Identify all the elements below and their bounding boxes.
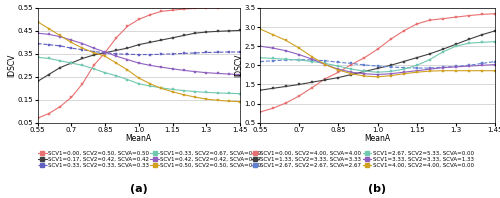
Text: (b): (b) (368, 184, 386, 194)
X-axis label: MeanA: MeanA (364, 134, 390, 143)
Legend: SCV1=0.00, SCV2=4.00, SCVA=4.00, SCV1=1.33, SCV2=3.33, SCVA=3.33, SCV1=2.67, SCV: SCV1=0.00, SCV2=4.00, SCVA=4.00, SCV1=1.… (251, 151, 474, 168)
Legend: SCV1=0.00, SCV2=0.50, SCVA=0.50, SCV1=0.17, SCV2=0.42, SCVA=0.42, SCV1=0.33, SCV: SCV1=0.00, SCV2=0.50, SCVA=0.50, SCV1=0.… (38, 151, 261, 168)
Text: (a): (a) (130, 184, 148, 194)
Y-axis label: IDSCV: IDSCV (8, 54, 16, 77)
Y-axis label: IDSCV: IDSCV (234, 54, 243, 77)
X-axis label: MeanA: MeanA (126, 134, 152, 143)
